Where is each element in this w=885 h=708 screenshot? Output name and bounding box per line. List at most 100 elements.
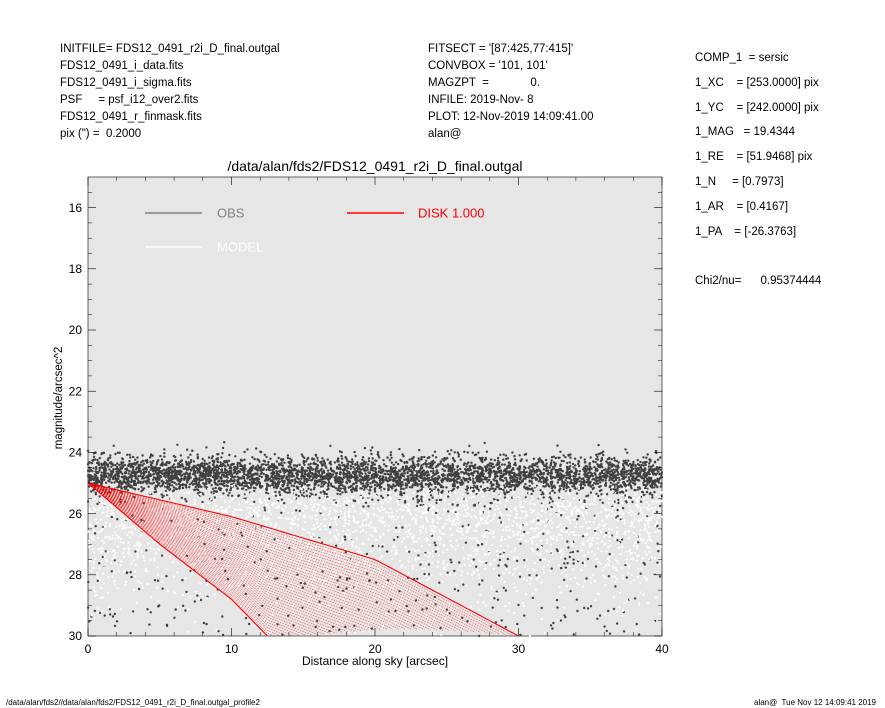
obs-point [550,482,553,485]
obs-point [442,478,445,481]
obs-point [98,456,102,460]
obs-point [263,453,266,456]
obs-point [289,463,292,466]
obs-point [489,464,493,468]
obs-point [429,487,432,491]
obs-point [658,575,662,578]
obs-point [608,461,611,464]
obs-point [346,577,349,580]
obs-point [103,468,106,471]
obs-point [457,472,461,475]
obs-point [378,456,381,459]
obs-point [559,476,562,480]
obs-point [186,475,189,478]
obs-point [266,463,270,466]
obs-point [227,494,230,497]
obs-point [363,475,367,478]
obs-point [545,476,549,479]
model-point [446,491,449,494]
obs-point [524,466,527,470]
obs-point [128,469,131,473]
obs-point [110,481,113,484]
obs-point [201,457,204,461]
obs-point [96,502,99,506]
obs-point [250,469,254,472]
obs-point [495,482,498,485]
obs-point [130,471,134,474]
obs-point [583,481,586,484]
obs-point [630,477,634,481]
obs-point [210,484,213,487]
model-point [463,557,466,560]
obs-point [478,480,481,483]
obs-point [514,480,517,483]
model-point [429,552,432,555]
obs-point [134,550,137,553]
obs-point [629,471,632,474]
obs-point [243,458,246,461]
obs-point [272,464,276,467]
obs-point [157,478,160,481]
fit-parameters: COMP_1 = sersic 1_XC = [253.0000] pix 1_… [695,46,819,244]
model-point [337,500,340,503]
obs-point [548,485,551,488]
obs-point [247,487,250,490]
obs-point [245,632,248,636]
obs-point [139,463,142,467]
obs-point [133,487,137,491]
obs-point [586,557,590,561]
obs-point [196,469,199,472]
model-point [207,501,210,504]
obs-point [367,471,370,474]
obs-point [307,463,310,466]
obs-point [483,505,486,508]
obs-point [223,460,226,463]
obs-point [453,468,456,471]
obs-point [110,465,113,468]
obs-point [276,466,279,470]
obs-point [498,516,501,519]
obs-point [285,477,288,481]
model-point [106,506,109,509]
obs-point [88,461,91,464]
obs-point [177,479,180,482]
obs-point [217,472,220,475]
obs-point [280,511,283,514]
obs-point [298,509,301,513]
obs-point [104,466,107,469]
obs-point [490,471,493,474]
obs-point [401,474,404,478]
obs-point [186,478,189,482]
obs-point [160,493,163,496]
obs-point [400,468,403,471]
obs-point [160,471,163,475]
obs-point [456,468,459,472]
obs-point [306,479,309,482]
obs-point [397,484,400,487]
obs-point [408,486,412,489]
obs-point [416,463,419,467]
obs-point [147,478,151,481]
obs-point [271,471,274,474]
model-point [599,562,602,565]
obs-point [248,478,252,481]
obs-point [484,470,488,473]
obs-point [652,468,655,471]
obs-point [567,467,570,470]
model-point [168,555,172,558]
obs-point [401,480,404,484]
obs-point [573,457,577,460]
obs-point [372,476,375,479]
obs-point [100,480,104,483]
obs-point [282,476,285,479]
obs-point [389,453,392,457]
obs-point [419,489,422,492]
obs-point [317,471,320,475]
model-point [475,539,478,542]
obs-point [480,472,484,475]
obs-point [560,459,563,463]
obs-point [208,478,211,482]
obs-point [200,478,203,482]
model-point [618,606,621,609]
obs-point [230,473,233,477]
